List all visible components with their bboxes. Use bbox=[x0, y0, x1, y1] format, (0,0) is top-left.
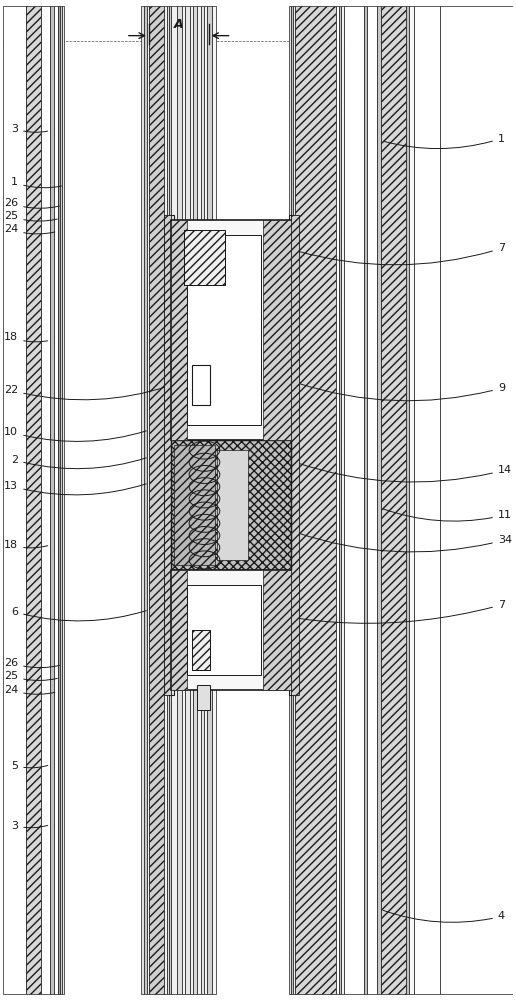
Text: 14: 14 bbox=[297, 463, 512, 482]
Bar bbox=[185, 6, 190, 994]
Bar bbox=[171, 440, 291, 570]
Bar bbox=[62, 6, 64, 994]
Bar bbox=[184, 230, 225, 285]
Text: 2: 2 bbox=[11, 455, 146, 469]
Bar bbox=[341, 6, 344, 994]
Bar bbox=[201, 6, 204, 994]
Text: A: A bbox=[174, 18, 184, 31]
Bar bbox=[164, 215, 171, 695]
Bar bbox=[192, 365, 209, 405]
Text: 24: 24 bbox=[4, 685, 55, 695]
Bar bbox=[207, 6, 212, 994]
Bar bbox=[169, 6, 171, 994]
Text: 7: 7 bbox=[213, 599, 505, 623]
Bar bbox=[169, 215, 174, 695]
Text: 6: 6 bbox=[11, 607, 146, 621]
Bar bbox=[212, 6, 216, 994]
Text: 25: 25 bbox=[4, 671, 57, 681]
Bar bbox=[409, 6, 414, 994]
Bar bbox=[55, 6, 58, 994]
Bar bbox=[295, 6, 335, 994]
Bar bbox=[174, 445, 215, 565]
Bar bbox=[440, 6, 513, 994]
Bar bbox=[291, 215, 299, 695]
Bar bbox=[192, 630, 209, 670]
Text: 9: 9 bbox=[297, 383, 505, 401]
Bar bbox=[171, 6, 178, 994]
Text: 5: 5 bbox=[11, 761, 48, 771]
Bar bbox=[60, 6, 62, 994]
Bar bbox=[184, 230, 225, 285]
Bar bbox=[167, 6, 169, 994]
Bar bbox=[182, 6, 185, 994]
Text: 18: 18 bbox=[4, 332, 47, 342]
Bar bbox=[367, 6, 378, 994]
Bar bbox=[144, 6, 147, 994]
Text: 10: 10 bbox=[4, 427, 146, 441]
Text: 25: 25 bbox=[4, 211, 57, 221]
Text: 24: 24 bbox=[4, 224, 55, 234]
Text: 34: 34 bbox=[297, 533, 512, 552]
Bar bbox=[171, 220, 187, 440]
Bar bbox=[204, 6, 207, 994]
Text: 26: 26 bbox=[4, 198, 59, 208]
Text: 26: 26 bbox=[4, 658, 59, 668]
Bar bbox=[414, 6, 440, 994]
Text: 3: 3 bbox=[11, 821, 48, 831]
Bar bbox=[217, 450, 248, 560]
Bar bbox=[406, 6, 409, 994]
Bar bbox=[192, 630, 209, 670]
Text: 11: 11 bbox=[383, 509, 512, 521]
Bar bbox=[26, 6, 41, 994]
Bar bbox=[293, 6, 295, 994]
Bar bbox=[190, 6, 193, 994]
Bar bbox=[164, 6, 167, 994]
Bar bbox=[364, 6, 367, 994]
Bar bbox=[263, 570, 291, 690]
Bar bbox=[380, 6, 406, 994]
Bar bbox=[288, 6, 291, 994]
Text: 4: 4 bbox=[383, 910, 505, 922]
Bar bbox=[263, 220, 291, 440]
Bar bbox=[141, 6, 144, 994]
Text: 1: 1 bbox=[383, 134, 505, 149]
Bar bbox=[193, 6, 197, 994]
Bar bbox=[197, 6, 201, 994]
Bar bbox=[288, 215, 294, 695]
Bar bbox=[51, 6, 55, 994]
Bar bbox=[171, 570, 291, 690]
Text: 1: 1 bbox=[11, 177, 61, 188]
Bar bbox=[41, 6, 51, 994]
Bar bbox=[338, 6, 341, 994]
Bar bbox=[171, 570, 187, 690]
Text: 18: 18 bbox=[4, 540, 47, 550]
Bar bbox=[58, 6, 60, 994]
Bar bbox=[171, 220, 291, 440]
Bar bbox=[178, 6, 182, 994]
Bar bbox=[149, 6, 164, 994]
Bar bbox=[291, 6, 293, 994]
Bar bbox=[197, 685, 209, 710]
Bar bbox=[187, 585, 261, 675]
Bar bbox=[3, 6, 26, 994]
Bar bbox=[335, 6, 338, 994]
Text: 22: 22 bbox=[4, 385, 169, 400]
Text: 3: 3 bbox=[11, 124, 47, 134]
Text: 13: 13 bbox=[4, 481, 146, 495]
Text: 7: 7 bbox=[297, 243, 505, 265]
Bar bbox=[187, 235, 261, 425]
Bar bbox=[147, 6, 149, 994]
Bar bbox=[378, 6, 380, 994]
Bar bbox=[344, 6, 364, 994]
